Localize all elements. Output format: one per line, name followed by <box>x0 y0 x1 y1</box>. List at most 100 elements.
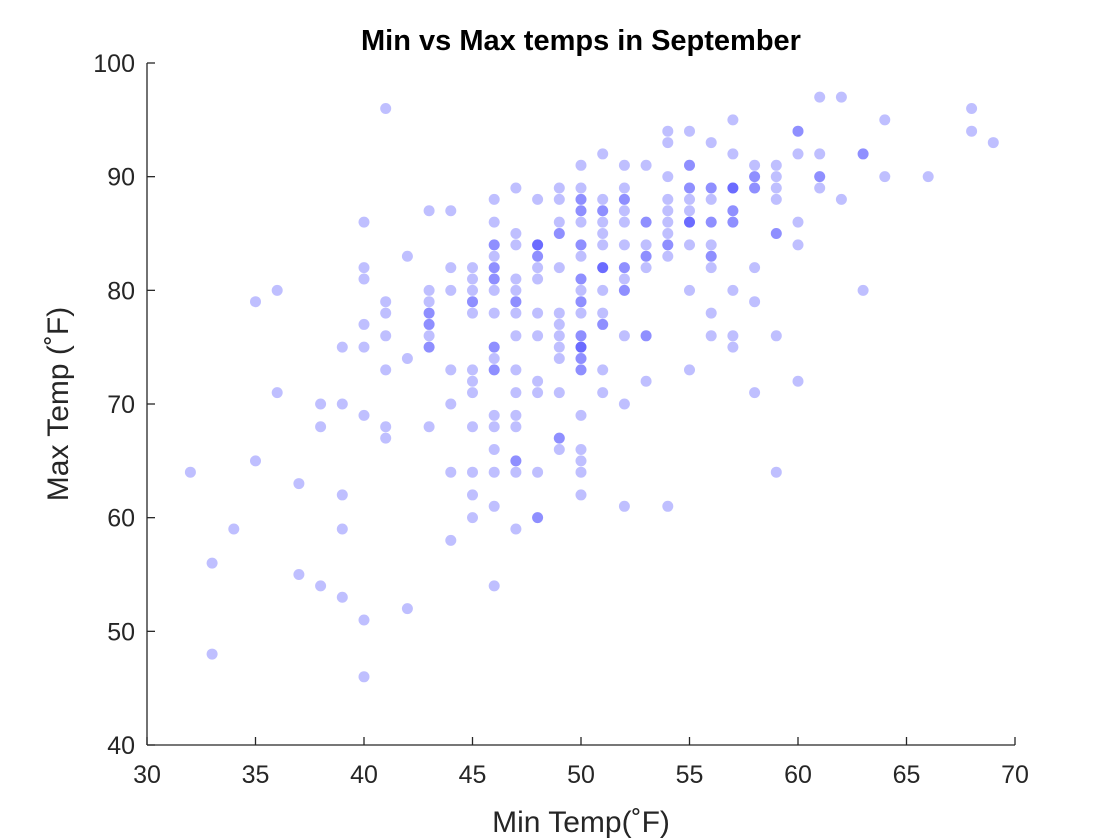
data-point <box>727 205 739 217</box>
data-point <box>575 364 587 376</box>
data-point <box>553 432 565 444</box>
data-point <box>358 262 370 274</box>
data-point <box>575 353 587 365</box>
data-point <box>705 193 717 205</box>
x-tick-label: 35 <box>242 761 270 789</box>
data-point <box>467 296 478 308</box>
data-point <box>618 205 630 217</box>
data-point <box>510 409 522 421</box>
data-point <box>380 102 392 114</box>
y-tick-label: 70 <box>107 391 135 419</box>
data-point <box>575 273 587 285</box>
data-point <box>532 330 544 342</box>
data-point <box>553 182 565 194</box>
data-point <box>618 159 630 171</box>
data-point <box>467 375 478 387</box>
data-point <box>749 182 761 194</box>
data-point <box>727 182 739 194</box>
data-point <box>684 205 695 217</box>
data-point <box>618 193 630 205</box>
data-point <box>467 421 478 433</box>
data-point <box>532 239 544 251</box>
data-point <box>684 125 695 137</box>
data-point <box>467 387 478 399</box>
data-point <box>705 239 717 251</box>
data-point <box>488 284 500 296</box>
data-point <box>488 364 500 376</box>
data-point <box>553 307 565 319</box>
data-point <box>684 239 695 251</box>
data-point <box>532 262 544 274</box>
data-point <box>618 262 630 274</box>
data-point <box>922 171 934 183</box>
data-point <box>879 171 891 183</box>
data-point <box>510 523 522 535</box>
data-point <box>532 307 544 319</box>
data-point <box>553 228 565 239</box>
data-point <box>488 193 500 205</box>
data-point <box>467 296 478 308</box>
data-point <box>532 250 544 262</box>
data-point <box>532 273 544 285</box>
data-point <box>401 250 413 262</box>
data-point <box>640 262 652 274</box>
data-point <box>532 375 544 387</box>
data-point <box>336 523 348 535</box>
data-point <box>684 182 695 194</box>
data-point <box>597 387 609 399</box>
data-point <box>553 262 565 274</box>
data-point <box>684 216 695 228</box>
data-point <box>618 239 630 251</box>
data-point <box>575 330 587 342</box>
data-point <box>553 228 565 239</box>
data-point <box>966 102 978 114</box>
data-point <box>618 182 630 194</box>
data-point <box>727 216 739 228</box>
data-point <box>488 262 500 274</box>
data-point <box>488 250 500 262</box>
data-point <box>597 262 609 274</box>
data-point <box>618 193 630 205</box>
data-point <box>293 478 305 490</box>
data-point <box>640 216 652 228</box>
data-point <box>553 193 565 205</box>
data-point <box>792 375 804 387</box>
data-point <box>597 205 609 217</box>
data-point <box>597 307 609 319</box>
data-point <box>488 239 500 251</box>
data-point <box>510 387 522 399</box>
data-point <box>488 262 500 274</box>
data-point <box>401 353 413 365</box>
data-point <box>532 239 544 251</box>
data-point <box>532 466 544 478</box>
data-point <box>553 353 565 365</box>
data-point <box>575 443 587 455</box>
data-point <box>705 250 717 262</box>
data-point <box>488 466 500 478</box>
data-point <box>467 307 478 319</box>
data-point <box>857 148 869 160</box>
data-point <box>553 387 565 399</box>
data-point <box>835 193 847 205</box>
data-point <box>553 432 565 444</box>
x-tick-label: 30 <box>133 761 161 789</box>
data-point <box>575 239 587 251</box>
data-point <box>575 296 587 308</box>
data-point <box>618 273 630 285</box>
y-axis-label: Max Temp (˚F) <box>42 307 75 501</box>
data-point <box>597 318 609 330</box>
data-point <box>488 239 500 251</box>
data-point <box>380 330 392 342</box>
y-tick-label: 40 <box>107 732 135 760</box>
data-point <box>684 216 695 228</box>
data-point <box>662 137 674 149</box>
data-point <box>597 216 609 228</box>
data-point <box>553 216 565 228</box>
data-point <box>184 466 196 478</box>
data-point <box>662 239 674 251</box>
data-point <box>336 591 348 603</box>
data-point <box>640 216 652 228</box>
data-point <box>380 364 392 376</box>
data-point <box>510 182 522 194</box>
y-tick-label: 50 <box>107 618 135 646</box>
